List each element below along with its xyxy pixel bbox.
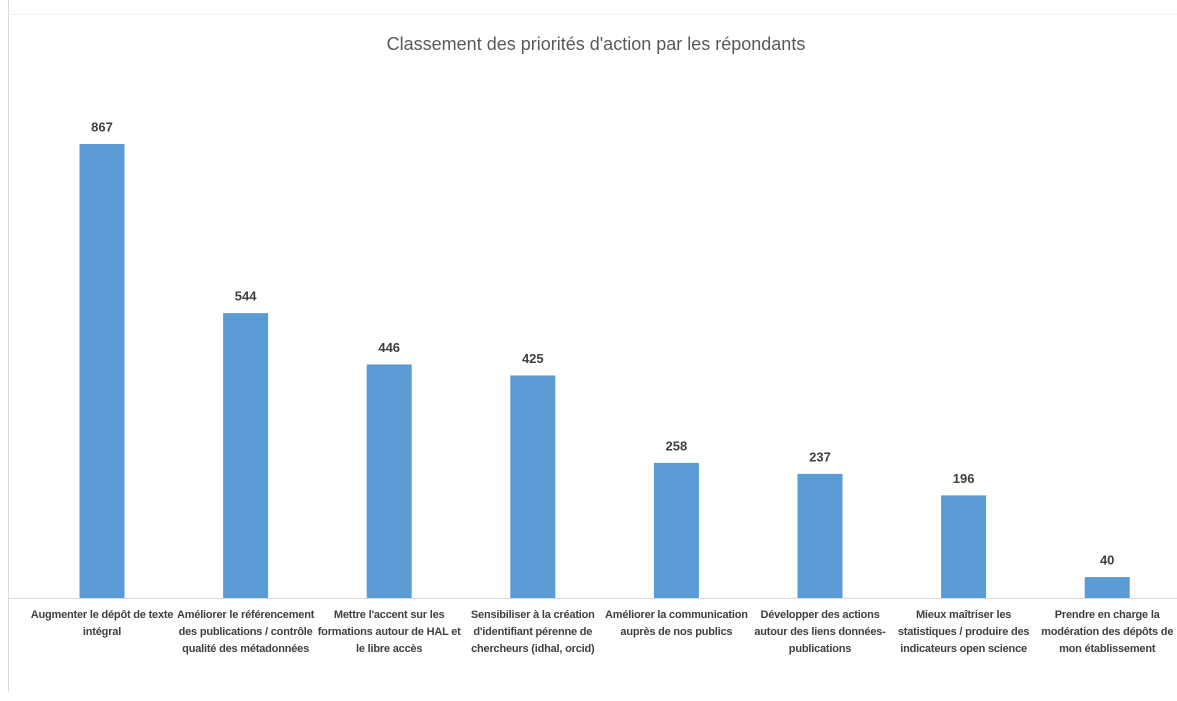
data-label: 446 bbox=[378, 340, 400, 355]
x-tick-label: Mieux maîtriser les statistiques / produ… bbox=[897, 609, 1030, 655]
bar bbox=[510, 375, 556, 598]
chart-title: Classement des priorités d'action par le… bbox=[387, 34, 806, 54]
data-label: 237 bbox=[809, 449, 831, 464]
data-label: 40 bbox=[1100, 552, 1114, 567]
bar bbox=[223, 313, 269, 598]
bar bbox=[941, 495, 987, 598]
x-tick-label: Sensibiliser à la création d'identifiant… bbox=[470, 609, 595, 655]
x-tick-label: Augmenter le dépôt de texte intégral bbox=[30, 609, 174, 638]
bar bbox=[797, 473, 843, 598]
bar bbox=[653, 462, 699, 598]
data-label: 196 bbox=[953, 471, 975, 486]
data-label: 867 bbox=[91, 119, 113, 134]
data-label: 258 bbox=[666, 438, 688, 453]
data-label: 544 bbox=[235, 289, 257, 304]
x-tick-label: Améliorer la communication auprès de nos… bbox=[605, 609, 748, 638]
x-tick-label: Prendre en charge la modération des dépô… bbox=[1041, 609, 1174, 655]
data-label: 425 bbox=[522, 351, 544, 366]
bar bbox=[79, 144, 125, 598]
x-tick-label: Améliorer le référencement des publicati… bbox=[176, 609, 315, 655]
bar bbox=[366, 364, 412, 598]
bar bbox=[1084, 577, 1130, 598]
x-tick-label: Développer des actions autour des liens … bbox=[754, 609, 886, 655]
x-tick-label: Mettre l'accent sur les formations autou… bbox=[317, 609, 461, 655]
